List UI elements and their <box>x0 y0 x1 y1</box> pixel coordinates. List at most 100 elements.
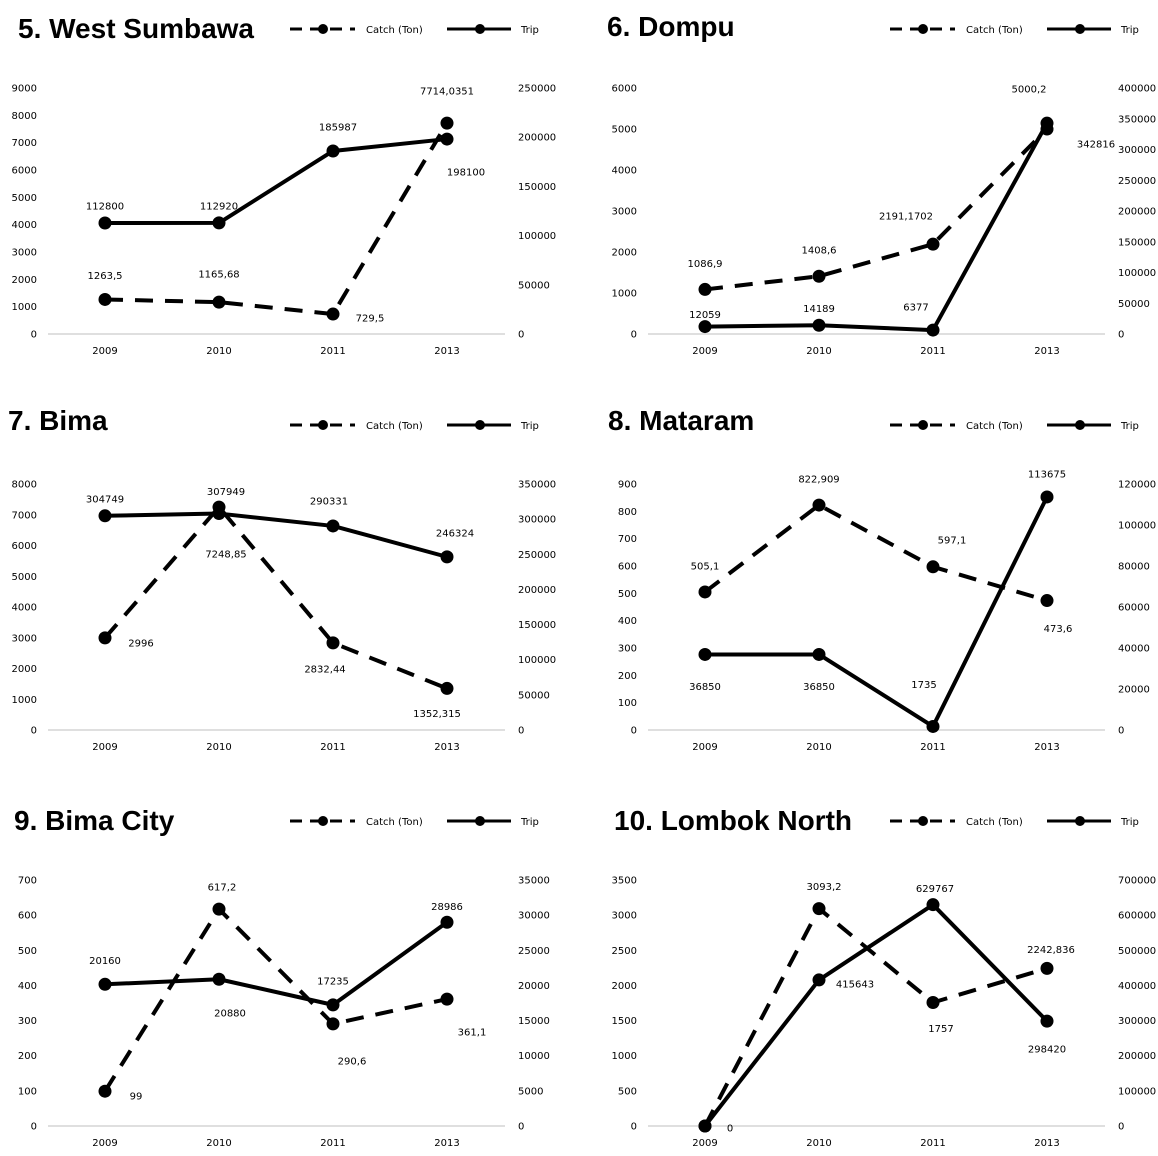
data-point-trip <box>926 719 940 733</box>
y-left-tick-label: 5000 <box>612 125 637 136</box>
y-left-tick-label: 7000 <box>12 510 37 521</box>
legend: Catch (Ton) Trip <box>890 420 1139 432</box>
x-tick-label: 2013 <box>1034 1138 1059 1149</box>
data-label-trip: 246324 <box>436 528 474 539</box>
legend: Catch (Ton) Trip <box>890 816 1139 828</box>
legend: Catch (Ton) Trip <box>290 816 539 828</box>
x-tick-label: 2009 <box>92 742 117 753</box>
y-right-tick-label: 25000 <box>518 946 550 957</box>
data-label-catch: 3093,2 <box>807 882 842 893</box>
data-point-catch <box>98 292 112 306</box>
data-point-trip <box>212 972 226 986</box>
y-right-tick-label: 80000 <box>1118 562 1150 573</box>
x-tick-label: 2011 <box>320 1138 345 1149</box>
legend-entry-catch: Catch (Ton) <box>366 817 423 828</box>
data-point-catch <box>440 681 454 695</box>
y-left-tick-label: 1000 <box>612 1051 637 1062</box>
y-right-tick-label: 40000 <box>1118 644 1150 655</box>
y-left-tick-label: 6000 <box>12 541 37 552</box>
data-point-catch <box>326 307 340 321</box>
y-left-tick-label: 200 <box>618 671 637 682</box>
data-point-catch <box>98 1084 112 1098</box>
series-line-trip <box>703 902 1049 1128</box>
y-left-tick-label: 7000 <box>12 138 37 149</box>
legend: Catch (Ton) Trip <box>290 24 539 36</box>
data-point-trip <box>698 320 712 334</box>
data-label-trip: 629767 <box>916 884 954 895</box>
legend-entry-trip: Trip <box>1120 25 1139 36</box>
y-left-tick-label: 900 <box>618 480 637 491</box>
x-tick-label: 2010 <box>806 742 831 753</box>
data-label-catch: 1757 <box>928 1024 953 1035</box>
legend-solid-marker <box>1075 420 1085 430</box>
y-right-tick-label: 250000 <box>518 84 556 95</box>
series-line-catch <box>703 906 1048 1127</box>
data-label-trip: 415643 <box>836 979 874 990</box>
y-right-tick-label: 200000 <box>1118 207 1156 218</box>
series-line-trip <box>104 511 448 559</box>
y-right-tick-label: 350000 <box>518 480 556 491</box>
y-left-tick-label: 400 <box>618 616 637 627</box>
x-tick-label: 2011 <box>920 1138 945 1149</box>
y-left-tick-label: 3000 <box>612 207 637 218</box>
data-point-catch <box>926 996 940 1010</box>
data-label-catch: 1086,9 <box>688 259 723 270</box>
chart-panel-1: 5. West Sumbawa Catch (Ton) Trip 0 1000 2000 3… <box>12 13 557 357</box>
legend-entry-catch: Catch (Ton) <box>366 421 423 432</box>
series-line-trip <box>104 137 448 226</box>
data-point-trip <box>212 507 226 521</box>
y-left-tick-label: 100 <box>18 1086 37 1097</box>
data-point-trip <box>440 550 454 564</box>
legend-entry-catch: Catch (Ton) <box>966 421 1023 432</box>
y-right-tick-label: 5000 <box>518 1086 543 1097</box>
data-label-trip: 6377 <box>903 303 928 314</box>
legend-dashed-marker <box>918 816 928 826</box>
y-left-tick-label: 700 <box>18 876 37 887</box>
legend-dashed-marker <box>918 420 928 430</box>
y-left-tick-label: 1000 <box>12 695 37 706</box>
data-label-catch: 7714,0351 <box>420 87 474 98</box>
data-label-trip: 304749 <box>86 494 124 505</box>
chart-panel-4: 8. Mataram Catch (Ton) Trip 0 100 200 300 400 50… <box>608 405 1156 753</box>
y-right-tick-label: 0 <box>1118 330 1124 341</box>
data-label-catch: 290,6 <box>338 1056 367 1067</box>
legend-dashed-marker <box>318 24 328 34</box>
data-label-catch: 729,5 <box>356 314 385 325</box>
y-right-tick-label: 150000 <box>518 182 556 193</box>
data-label-catch: 822,909 <box>798 475 839 486</box>
legend: Catch (Ton) Trip <box>890 24 1139 36</box>
data-point-catch <box>698 585 712 599</box>
y-left-tick-label: 0 <box>631 330 637 341</box>
data-point-catch <box>326 1017 340 1031</box>
series-line-trip <box>705 496 1049 729</box>
y-left-tick-label: 3000 <box>12 248 37 259</box>
y-right-tick-label: 100000 <box>1118 521 1156 532</box>
y-left-tick-label: 8000 <box>12 480 37 491</box>
data-point-trip <box>98 216 112 230</box>
legend-dashed-marker <box>318 816 328 826</box>
data-point-trip <box>440 915 454 929</box>
y-left-tick-label: 2000 <box>12 664 37 675</box>
series-line-catch <box>704 127 1049 292</box>
y-right-tick-label: 100000 <box>1118 1086 1156 1097</box>
data-point-trip <box>698 647 712 661</box>
y-right-tick-label: 0 <box>1118 1122 1124 1133</box>
data-label-catch: 2242,836 <box>1027 945 1075 956</box>
legend-entry-trip: Trip <box>1120 817 1139 828</box>
legend-entry-trip: Trip <box>520 421 539 432</box>
y-left-tick-label: 1000 <box>12 302 37 313</box>
y-right-tick-label: 15000 <box>518 1016 550 1027</box>
y-right-tick-label: 250000 <box>1118 176 1156 187</box>
data-point-catch <box>326 636 340 650</box>
y-right-tick-label: 0 <box>518 726 524 737</box>
x-tick-label: 2013 <box>434 742 459 753</box>
data-label-catch: 361,1 <box>458 1028 487 1039</box>
data-label-trip: 36850 <box>803 682 835 693</box>
y-right-tick-label: 0 <box>1118 726 1124 737</box>
legend-solid-marker <box>475 816 485 826</box>
y-left-tick-label: 2000 <box>612 248 637 259</box>
y-left-tick-label: 200 <box>18 1051 37 1062</box>
x-tick-label: 2011 <box>320 742 345 753</box>
y-right-tick-label: 400000 <box>1118 84 1156 95</box>
